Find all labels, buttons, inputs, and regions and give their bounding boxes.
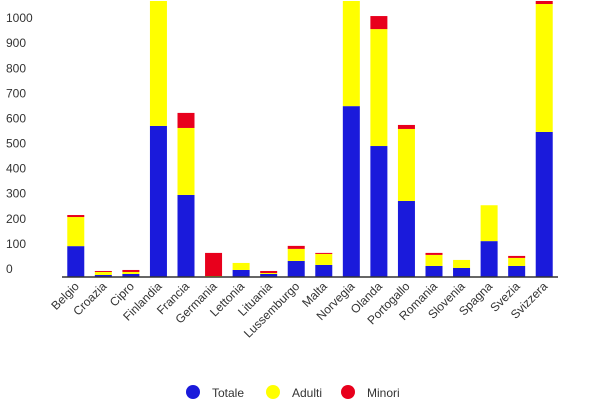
bar-segment [370, 146, 388, 277]
legend-marker [186, 385, 200, 399]
bar-segment [260, 272, 278, 274]
legend-label: Totale [212, 386, 244, 400]
bar-segment [480, 241, 498, 277]
bar-segment [287, 248, 305, 261]
bar-segment [397, 200, 415, 277]
bar-segment [315, 264, 333, 277]
bar-segment [370, 16, 388, 30]
bar-segment [287, 245, 305, 249]
legend-label: Minori [367, 386, 400, 400]
bar-segment [94, 270, 112, 272]
y-tick-label: 800 [6, 61, 26, 75]
bar-segment [480, 205, 498, 242]
y-tick-label: 200 [6, 212, 26, 226]
bar-segment [177, 112, 195, 128]
bar-segment [94, 271, 112, 275]
bar-segment [287, 260, 305, 277]
bar-segment [67, 246, 85, 277]
bar-segment [425, 265, 443, 277]
bar-segment [453, 259, 471, 268]
bar-segment [177, 194, 195, 277]
bar-segment [94, 274, 112, 277]
plot [67, 1, 553, 277]
y-tick-label: 400 [6, 162, 26, 176]
bar-segment [122, 273, 140, 277]
bar-segment [149, 125, 167, 277]
bar-segment [232, 269, 250, 277]
bar-segment [535, 131, 553, 277]
bar-segment [397, 124, 415, 129]
y-tick-label: 1000 [6, 11, 33, 25]
bar-segment [67, 215, 85, 218]
bar-segment [260, 273, 278, 277]
bar-segment [453, 267, 471, 277]
legend-marker [266, 385, 280, 399]
bar-segment [205, 275, 223, 277]
bar-segment [177, 127, 195, 195]
y-tick-label: 0 [6, 262, 13, 276]
y-tick-label: 900 [6, 36, 26, 50]
bar-segment [149, 1, 167, 126]
bar-segment [315, 253, 333, 265]
bar-segment [535, 4, 553, 132]
bar-segment [315, 252, 333, 254]
bar-segment [425, 252, 443, 255]
y-tick-label: 300 [6, 187, 26, 201]
y-tick-label: 700 [6, 86, 26, 100]
bar-segment [122, 271, 140, 274]
bar-segment [67, 217, 85, 247]
bar-segment [205, 252, 223, 276]
bar-segment [535, 1, 553, 5]
bar-segment [508, 255, 526, 258]
bar-segment [397, 128, 415, 201]
y-tick-label: 600 [6, 111, 26, 125]
bar-segment [508, 265, 526, 277]
y-tick-label: 100 [6, 237, 26, 251]
bar-segment [342, 1, 360, 107]
bar-segment [122, 269, 140, 272]
bar-segment [232, 262, 250, 270]
bar-segment [508, 257, 526, 266]
bar-segment [425, 254, 443, 266]
y-tick-label: 500 [6, 137, 26, 151]
bar-segment [370, 29, 388, 147]
legend-marker [341, 385, 355, 399]
legend-label: Adulti [292, 386, 322, 400]
bar-segment [260, 270, 278, 273]
bar-segment [342, 106, 360, 277]
